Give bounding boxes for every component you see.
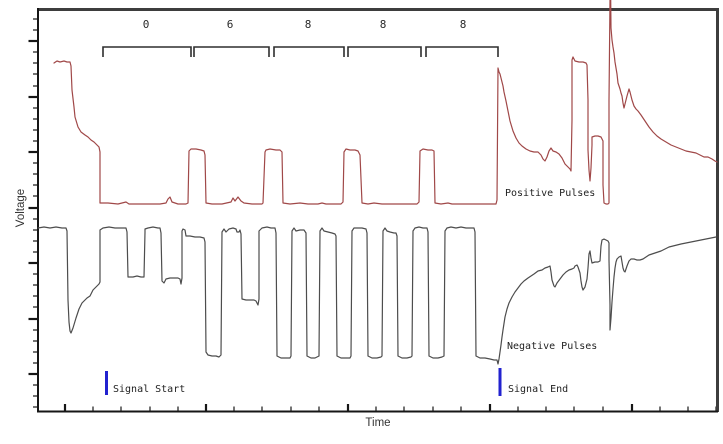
y-axis-title: Voltage (15, 189, 27, 227)
pulse-count-label-2: 6 (227, 18, 234, 31)
pulse-count-labels: 0 6 8 8 8 (143, 18, 467, 31)
axis-ticks (28, 18, 717, 411)
negative-pulses-label: Negative Pulses (507, 341, 597, 352)
waveforms (37, 0, 718, 365)
signal-start-label: Signal Start (113, 384, 185, 395)
plot-frame (37, 8, 719, 413)
pulse-count-label-4: 8 (380, 18, 387, 31)
pulse-group-brackets (102, 46, 499, 57)
pulse-count-label-3: 8 (305, 18, 312, 31)
pulse-count-label-5: 8 (460, 18, 467, 31)
signal-end-label: Signal End (508, 384, 568, 395)
x-axis-title: Time (365, 417, 390, 429)
positive-pulses-label: Positive Pulses (505, 188, 595, 199)
pulse-count-label-1: 0 (143, 18, 150, 31)
